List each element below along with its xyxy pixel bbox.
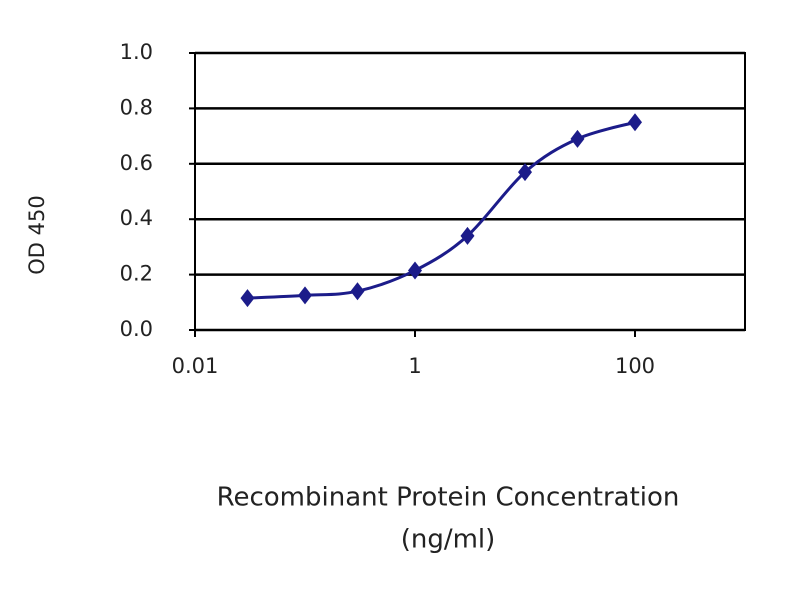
y-tick-label: 0.2 xyxy=(120,262,153,286)
data-point xyxy=(408,261,422,280)
data-point xyxy=(460,226,475,245)
x-axis-unit: (ng/ml) xyxy=(401,525,496,555)
y-tick-label: 0.8 xyxy=(120,95,153,119)
plot-frame xyxy=(194,52,746,331)
y-tick-label: 1.0 xyxy=(120,40,153,64)
y-axis-label: OD 450 xyxy=(25,195,49,274)
y-tick-label: 0.4 xyxy=(120,206,153,230)
series-line xyxy=(247,120,636,300)
data-point xyxy=(298,286,312,305)
y-tick-label: 0.0 xyxy=(120,317,153,341)
x-tick-label: 1 xyxy=(408,354,421,378)
data-point xyxy=(240,289,255,308)
data-point xyxy=(628,113,642,132)
x-tick-label: 100 xyxy=(615,354,655,378)
data-point xyxy=(570,129,585,148)
y-tick-label: 0.6 xyxy=(120,151,153,175)
x-axis-label: Recombinant Protein Concentration xyxy=(217,483,680,513)
x-tick-label: 0.01 xyxy=(172,354,219,378)
data-point xyxy=(518,163,532,182)
data-point xyxy=(350,282,365,301)
